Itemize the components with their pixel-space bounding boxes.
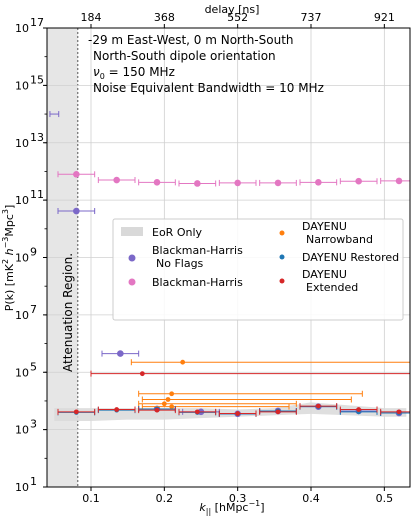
series-dnb	[130, 359, 410, 410]
y-tick-exp-7: 15	[30, 73, 44, 86]
attenuation-region-label: Attenuation Region.	[61, 253, 75, 372]
y-axis-label: P(k) [mK2 h−3Mpc3]	[1, 205, 16, 312]
dnb-point-2	[165, 397, 171, 402]
x-tick-label-0: 0.1	[82, 492, 100, 505]
legend-marker-bh	[128, 278, 136, 286]
annotation-orientation: North-South dipole orientation	[93, 49, 276, 63]
y-tick-exp-0: 1	[30, 475, 37, 488]
y-tick-label-3: 10	[15, 309, 29, 322]
de-point-4	[194, 409, 200, 415]
de-point-9	[396, 409, 402, 415]
top-tick-label-3: 737	[301, 11, 322, 24]
annotation-frequency: ν0 = 150 MHz	[93, 65, 175, 81]
y-tick-exp-5: 11	[30, 188, 44, 201]
bh_noflags-point-1	[117, 350, 124, 357]
legend-label-de-1: DAYENU	[302, 268, 347, 281]
bh-point-8	[395, 177, 403, 185]
bh-point-1	[113, 176, 120, 184]
y-tick-label-1: 10	[15, 424, 29, 437]
chart-marks	[49, 111, 410, 418]
legend-label-dnb-2: Narrowband	[306, 233, 373, 246]
y-tick-label-2: 10	[15, 366, 29, 379]
annotation-block: -29 m East-West, 0 m North-South North-S…	[88, 33, 324, 95]
bh-point-4	[234, 179, 241, 187]
series-de	[57, 370, 410, 417]
bh_noflags-point-0	[73, 207, 80, 215]
legend-swatch-eor	[121, 227, 143, 236]
legend-label-bh-noflags-1: Blackman-Harris	[152, 244, 243, 257]
legend-marker-bh-noflags	[128, 254, 136, 262]
x-tick-label-3: 0.4	[302, 492, 320, 505]
x-tick-label-4: 0.5	[376, 492, 394, 505]
top-tick-label-0: 184	[81, 11, 102, 24]
legend-marker-de	[279, 278, 285, 284]
legend-label-dnb-1: DAYENU	[302, 220, 347, 233]
legend-label-bh: Blackman-Harris	[152, 276, 243, 289]
legend-label-dr: DAYENU Restored	[302, 251, 399, 264]
dnb-point-0	[180, 359, 186, 365]
y-tick-label-7: 10	[15, 79, 29, 92]
legend: EoR Only Blackman-Harris No Flags Blackm…	[112, 218, 404, 321]
y-tick-exp-8: 17	[30, 16, 44, 29]
y-tick-label-8: 10	[15, 22, 29, 35]
de-point-6	[275, 409, 281, 415]
y-tick-label-4: 10	[15, 252, 29, 265]
y-tick-exp-6: 13	[30, 131, 44, 144]
y-tick-label-5: 10	[15, 194, 29, 207]
bh-point-7	[355, 177, 362, 185]
annotation-noise-bandwidth: Noise Equivalent Bandwidth = 10 MHz	[93, 81, 324, 95]
x-axis-label: k|| [hMpc−1]	[199, 499, 264, 516]
dnb-point-1	[169, 391, 175, 397]
de-point-3	[154, 407, 160, 413]
y-tick-exp-4: 9	[30, 246, 37, 259]
legend-marker-dnb	[279, 230, 285, 236]
top-tick-label-1: 368	[154, 11, 175, 24]
series-bh	[57, 171, 410, 187]
dnb-point-3	[161, 401, 167, 407]
legend-marker-dr	[279, 254, 285, 260]
top-tick-label-4: 921	[374, 11, 395, 24]
bh-point-0	[73, 171, 80, 178]
de-point-8	[356, 407, 362, 412]
bh-point-5	[274, 179, 282, 187]
y-tick-exp-1: 3	[30, 418, 37, 431]
series-bh_noflags_edge	[49, 111, 60, 118]
y-tick-label-6: 10	[15, 137, 29, 150]
y-tick-exp-3: 7	[30, 303, 37, 316]
de-point-5	[235, 411, 241, 416]
x-tick-label-2: 0.3	[229, 492, 247, 505]
bh-point-6	[315, 179, 322, 186]
de-point-2	[114, 407, 120, 412]
annotation-baseline: -29 m East-West, 0 m North-South	[88, 33, 294, 47]
dnb-point-4	[169, 404, 175, 410]
top-axis-label: delay [ns]	[205, 3, 260, 16]
x-tick-label-1: 0.2	[156, 492, 174, 505]
top-tick-label-2: 552	[227, 11, 248, 24]
de-point-1	[73, 409, 79, 415]
legend-box	[112, 218, 404, 321]
legend-label-bh-noflags-2: No Flags	[156, 257, 204, 270]
y-tick-exp-2: 5	[30, 360, 37, 373]
y-tick-label-0: 10	[15, 481, 29, 494]
legend-label-de-2: Extended	[306, 281, 358, 294]
de-point-7	[315, 403, 321, 409]
legend-label-eor: EoR Only	[152, 226, 203, 239]
bh-point-3	[194, 180, 201, 187]
de-point-0	[139, 371, 145, 377]
bh-point-2	[153, 179, 161, 186]
